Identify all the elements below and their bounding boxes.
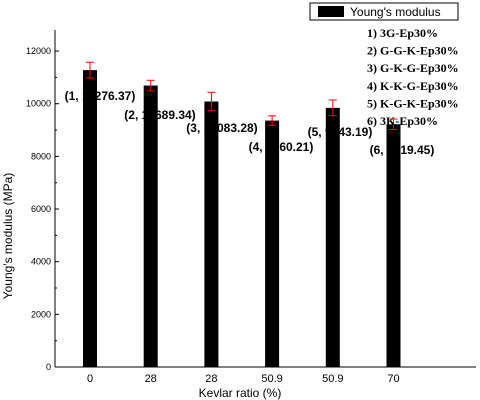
data-label: (4, 9360.21) <box>249 140 314 154</box>
y-axis-label: Young's modulus (MPa) <box>1 173 15 300</box>
legend-swatch <box>318 6 344 17</box>
bar <box>204 101 219 367</box>
bar <box>265 120 280 367</box>
data-label: (3, 10083.28) <box>186 121 257 135</box>
data-label: (2, 10689.34) <box>124 108 195 122</box>
annotation-line: 5) K-G-K-Ep30% <box>367 96 459 110</box>
annotation-line: 2) G-G-K-Ep30% <box>367 44 459 58</box>
y-tick-label: 2000 <box>31 309 51 319</box>
y-tick-label: 8000 <box>31 151 51 161</box>
bar <box>83 70 97 367</box>
legend: Young's modulus <box>309 2 459 21</box>
annotation-line: 6) 3K-Ep30% <box>367 114 438 128</box>
y-tick-label: 0 <box>46 362 51 372</box>
annotation-line: 4) K-K-G-Ep30% <box>367 79 459 93</box>
x-tick-label: 50.9 <box>261 373 282 385</box>
sample-annotations: 1) 3G-Ep30% 2) G-G-K-Ep30% 3) G-K-G-Ep30% 4… <box>367 26 459 128</box>
data-label: (5, 9843.19) <box>308 125 373 139</box>
x-tick-label: 28 <box>205 373 217 385</box>
data-label: (6, 9219.45) <box>370 143 435 157</box>
annotation-line: 1) 3G-Ep30% <box>367 26 438 40</box>
data-labels: (1, 11276.37) (2, 10689.34)(3, 10083.28) (… <box>65 89 435 157</box>
bar <box>386 124 401 367</box>
legend-label: Young's modulus <box>350 5 441 19</box>
x-tick-label: 70 <box>387 373 399 385</box>
legend-box <box>309 2 459 21</box>
y-axis-ticks: 0 2000 4000 6000 8000 10000 12000 <box>26 46 59 372</box>
bar <box>325 107 340 367</box>
bars <box>83 70 401 368</box>
x-tick-label: 0 <box>87 373 93 385</box>
x-tick-label: 50.9 <box>322 373 343 385</box>
x-tick-label: 28 <box>145 373 157 385</box>
y-tick-label: 12000 <box>26 46 51 56</box>
x-axis-ticks: 0 28 28 50.9 50.9 70 <box>87 363 400 385</box>
y-tick-label: 6000 <box>31 204 51 214</box>
y-tick-label: 10000 <box>26 99 51 109</box>
x-axis-label: Kevlar ratio (%) <box>199 386 282 400</box>
annotation-line: 3) G-K-G-Ep30% <box>367 61 459 75</box>
y-tick-label: 4000 <box>31 257 51 267</box>
data-label: (1, 11276.37) <box>65 89 136 103</box>
bar <box>143 85 158 368</box>
error-bars <box>86 61 398 131</box>
